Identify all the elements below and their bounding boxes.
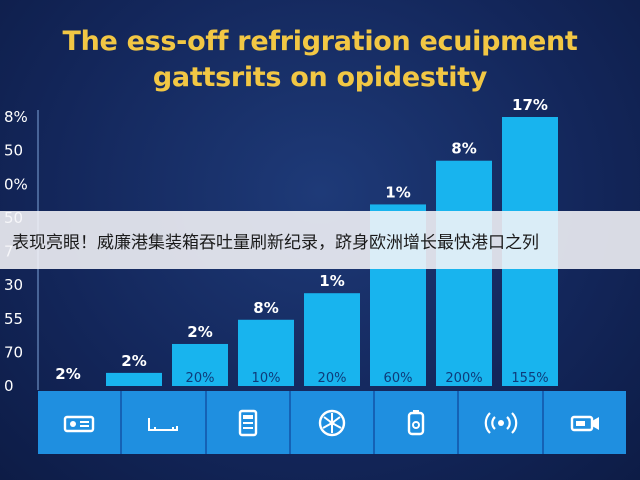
icon-cell	[122, 391, 207, 454]
y-tick-label: 50	[4, 142, 23, 160]
bar-inner-label: 200%	[445, 371, 482, 386]
bar-top-label: 8%	[253, 299, 278, 317]
y-tick-label: 0%	[4, 175, 28, 193]
bar-top-label: 2%	[121, 352, 146, 370]
bar	[304, 293, 360, 386]
icon-cell	[544, 391, 626, 454]
bar	[106, 372, 162, 386]
camera-icon	[570, 415, 599, 431]
bar-inner-label: 20%	[318, 371, 347, 386]
bar-top-label: 1%	[385, 183, 410, 201]
bar-top-label: 2%	[187, 323, 212, 341]
wireless-icon	[484, 411, 517, 434]
bar-inner-label: 20%	[186, 371, 215, 386]
icon-cell	[459, 391, 544, 454]
y-tick-label: 55	[4, 310, 23, 328]
icon-row	[38, 391, 626, 454]
icon-cell	[291, 391, 376, 454]
caption-text: 表现亮眼！威廉港集装箱吞吐量刷新纪录，跻身欧洲增长最快港口之列	[12, 232, 539, 253]
y-tick-label: 0	[4, 377, 14, 395]
chart-title: The ess-off refrigration ecuipment gatts…	[62, 26, 578, 93]
bar-inner-label: 60%	[384, 371, 413, 386]
caption-banner: 表现亮眼！威廉港集装箱吞吐量刷新纪录，跻身欧洲增长最快港口之列	[0, 211, 640, 269]
icon-cell	[375, 391, 460, 454]
icon-cell	[38, 391, 123, 454]
icon-cell	[207, 391, 291, 454]
y-tick-label: 70	[4, 343, 23, 361]
y-tick-label: 30	[4, 276, 23, 294]
projector-icon	[63, 415, 95, 432]
bar	[172, 343, 228, 386]
bar	[238, 319, 294, 386]
fan-icon	[318, 409, 346, 436]
bar-top-label: 1%	[319, 272, 344, 290]
container-icon	[408, 409, 425, 435]
tray-icon	[148, 417, 179, 431]
y-tick-label: 8%	[4, 108, 28, 126]
bar	[436, 160, 492, 386]
bar-top-label: 17%	[512, 96, 548, 114]
bar-inner-label: 155%	[511, 371, 548, 386]
fridge-icon	[238, 409, 257, 436]
bar-inner-label: 10%	[252, 371, 281, 386]
bar-top-label: 8%	[451, 140, 476, 158]
bar-top-label: 2%	[55, 365, 80, 383]
